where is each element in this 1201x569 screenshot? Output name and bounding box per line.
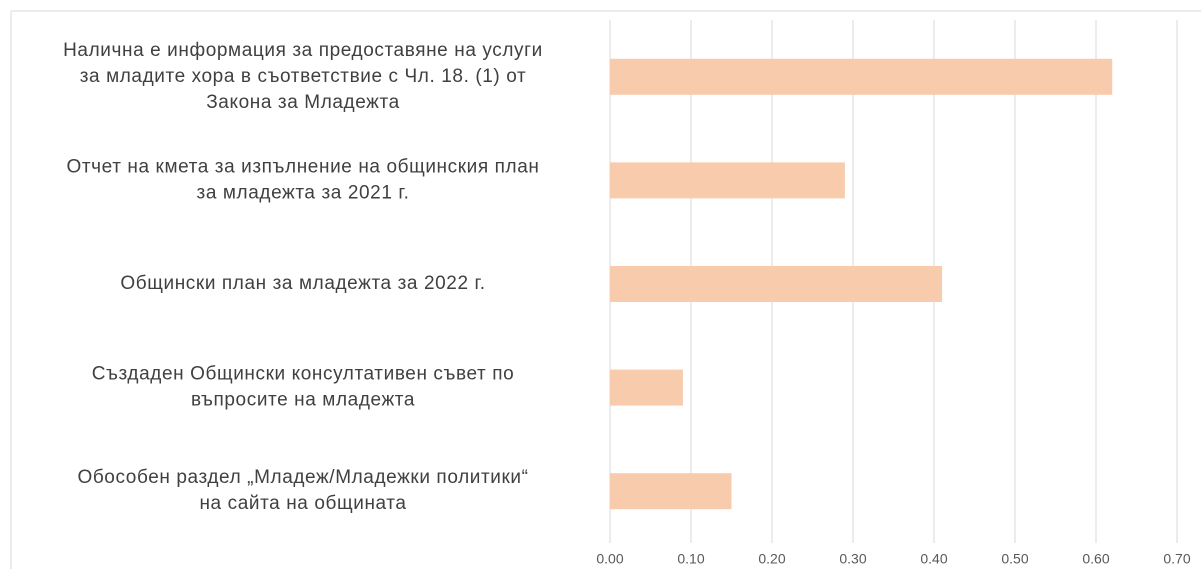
label-line: за младежта за 2021 г. [197, 182, 410, 203]
y-tick-label: Създаден Общински консултативен съвет по… [92, 364, 515, 411]
label-line: Общински план за младежта за 2022 г. [120, 273, 485, 294]
label-line: на сайта на общината [199, 493, 406, 514]
x-tick-label: 0.10 [677, 551, 704, 567]
y-tick-label: Отчет на кмета за изпълнение на общински… [67, 156, 540, 203]
label-line: въпросите на младежта [191, 390, 415, 411]
bar [610, 58, 1113, 95]
x-tick-label: 0.50 [1001, 551, 1028, 567]
x-tick-label: 0.60 [1082, 551, 1109, 567]
label-line: Създаден Общински консултативен съвет по [92, 364, 515, 385]
y-tick-label: Налична е информация за предоставяне на … [63, 40, 543, 113]
bar [610, 162, 845, 199]
bar [610, 266, 943, 302]
y-tick-label: Общински план за младежта за 2022 г. [120, 273, 485, 294]
label-line: Закона за Младежта [206, 92, 400, 113]
x-tick-label: 0.40 [920, 551, 947, 567]
label-line: Обособен раздел „Младеж/Младежки политик… [77, 467, 528, 488]
bar [610, 369, 683, 406]
y-tick-label: Обособен раздел „Младеж/Младежки политик… [77, 467, 528, 514]
x-tick-label: 0.00 [596, 551, 623, 567]
label-line: Налична е информация за предоставяне на … [63, 40, 543, 61]
x-tick-label: 0.70 [1163, 551, 1190, 567]
x-tick-label: 0.20 [758, 551, 785, 567]
label-line: за младите хора в съответствие с Чл. 18.… [80, 66, 527, 87]
label-line: Отчет на кмета за изпълнение на общински… [67, 156, 540, 177]
x-tick-label: 0.30 [839, 551, 866, 567]
bar [610, 473, 732, 510]
